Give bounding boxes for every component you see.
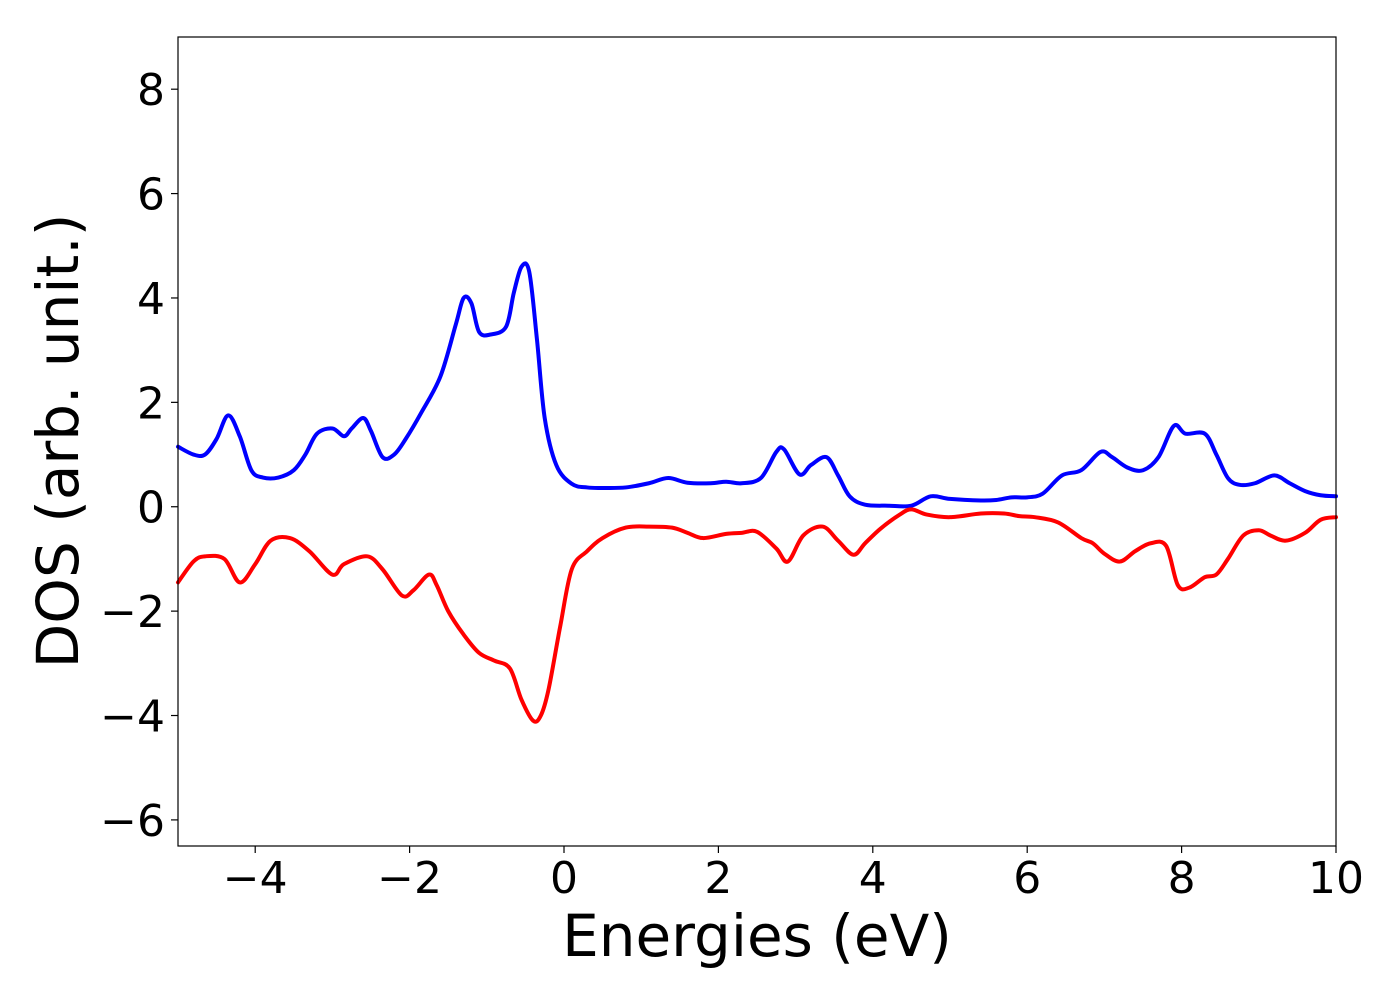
y-axis-label: DOS (arb. unit.) (24, 214, 92, 669)
x-tick-label: −2 (377, 853, 442, 904)
x-tick-label: 2 (704, 853, 732, 904)
y-tick-label: −6 (100, 796, 165, 847)
plot-frame (177, 36, 1337, 847)
y-tick-label: 8 (137, 65, 165, 116)
series-line-2 (176, 507, 1338, 724)
series-line-1 (176, 261, 1338, 509)
x-tick-label: −4 (223, 853, 288, 904)
x-axis: −4 −2 0 2 4 6 8 10 (223, 846, 1364, 904)
y-tick-label: −2 (100, 587, 165, 638)
x-tick-label: 10 (1308, 853, 1364, 904)
x-tick-label: 6 (1013, 853, 1041, 904)
y-tick-label: 0 (137, 483, 165, 534)
x-tick-label: 0 (550, 853, 578, 904)
x-axis-label: Energies (eV) (562, 902, 952, 970)
y-tick-label: 2 (137, 378, 165, 429)
x-tick-label: 8 (1168, 853, 1196, 904)
series-layer (176, 261, 1338, 724)
y-tick-label: 4 (137, 274, 165, 325)
y-tick-label: −4 (100, 692, 165, 743)
x-tick-label: 4 (859, 853, 887, 904)
y-axis: −6 −4 −2 0 2 4 6 8 (100, 65, 178, 847)
y-tick-label: 6 (137, 170, 165, 221)
